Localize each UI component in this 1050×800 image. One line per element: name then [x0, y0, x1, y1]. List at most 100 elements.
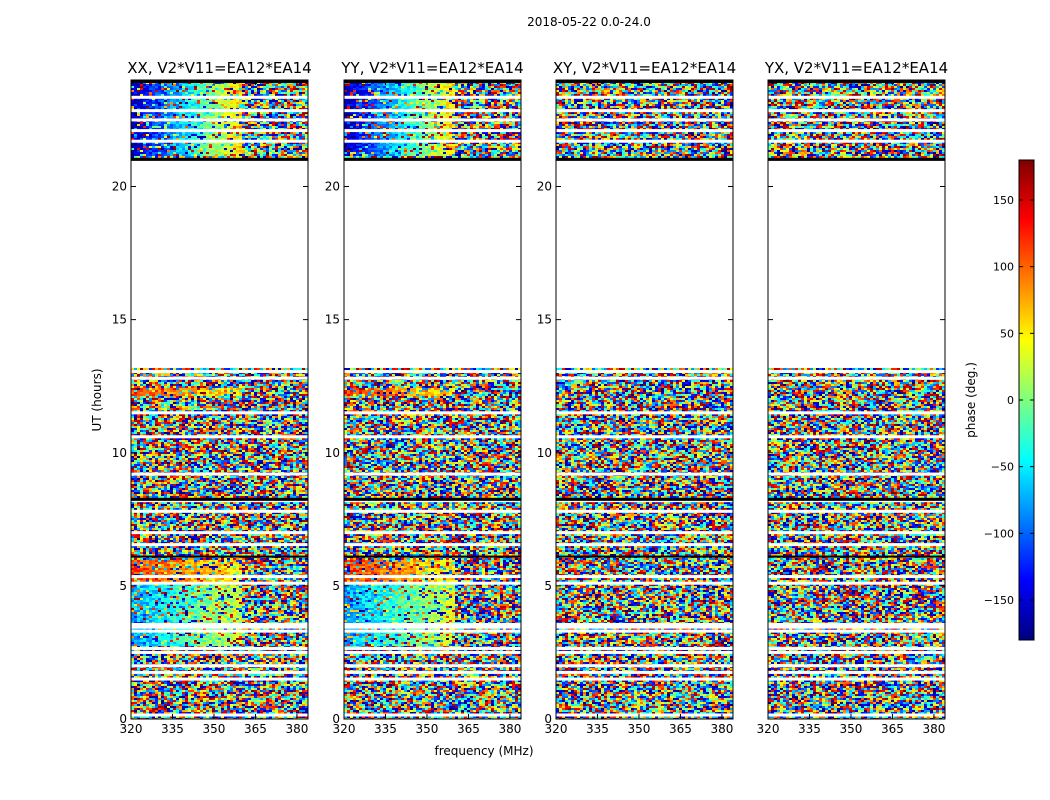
flagged-row — [131, 677, 308, 681]
y-axis-label: UT (hours) — [90, 368, 104, 431]
flagged-row — [768, 625, 945, 629]
colorbar-tick-label: 50 — [1000, 327, 1014, 340]
panel-4: YX, V2*V11=EA12*EA14 320 335 350 365 380 — [757, 59, 949, 736]
x-tick-label: 365 — [244, 722, 267, 736]
flagged-row — [344, 531, 521, 535]
panels: XX, V2*V11=EA12*EA14 320 335 350 365 380 0 5 10 1… — [112, 59, 948, 736]
flagged-row — [131, 543, 308, 547]
x-tick-label: 320 — [333, 722, 356, 736]
flagged-row — [556, 435, 733, 439]
dark-row — [556, 80, 733, 83]
flagged-row — [344, 622, 521, 626]
phase-image — [768, 80, 945, 719]
x-tick-label: 365 — [669, 722, 692, 736]
flagged-row — [131, 670, 308, 674]
y-tick-label: 10 — [325, 446, 340, 460]
flagged-row — [344, 472, 521, 476]
y-tick-label: 20 — [325, 180, 340, 194]
flagged-row — [344, 370, 521, 374]
flagged-row — [344, 139, 521, 143]
flagged-row — [131, 376, 308, 380]
flagged-row — [344, 95, 521, 99]
x-tick-label: 365 — [457, 722, 480, 736]
flagged-row — [556, 411, 733, 415]
flagged-row — [768, 370, 945, 374]
colorbar-tick-label: −150 — [984, 594, 1014, 607]
phase-image — [131, 80, 308, 719]
x-tick-label: 350 — [840, 722, 863, 736]
flagged-row — [344, 713, 521, 717]
flagged-row — [768, 650, 945, 654]
flagged-row — [768, 472, 945, 476]
dark-row — [131, 555, 308, 558]
colorbar-tick-label: −100 — [984, 527, 1014, 540]
x-tick-label: 335 — [161, 722, 184, 736]
x-axis-label: frequency (MHz) — [434, 744, 533, 758]
colorbar-label: phase (deg.) — [964, 362, 978, 438]
flagged-row — [344, 646, 521, 650]
flagged-row — [556, 713, 733, 717]
colorbar: −150 −100 −50 0 50 100 150 — [984, 159, 1035, 641]
flagged-row — [556, 376, 733, 380]
flagged-row — [768, 581, 945, 585]
dark-row — [768, 555, 945, 558]
flagged-row — [556, 370, 733, 374]
flagged-row — [768, 670, 945, 674]
flagged-row — [344, 629, 521, 633]
y-tick-label: 10 — [112, 446, 127, 460]
y-tick-label: 0 — [119, 712, 127, 726]
dark-row — [131, 80, 308, 83]
dark-row — [131, 157, 308, 161]
colorbar-tick-label: 150 — [993, 194, 1014, 207]
panel-title: XY, V2*V11=EA12*EA14 — [553, 59, 736, 77]
x-tick-label: 365 — [881, 722, 904, 736]
flagged-row — [556, 670, 733, 674]
flagged-row — [131, 625, 308, 629]
flagged-row — [768, 376, 945, 380]
flagged-row — [344, 625, 521, 629]
y-tick-label: 15 — [537, 313, 552, 327]
flagged-row — [768, 95, 945, 99]
flagged-row — [556, 677, 733, 681]
flagged-row — [344, 575, 521, 579]
flagged-row — [131, 646, 308, 650]
x-tick-label: 350 — [416, 722, 439, 736]
flagged-row — [344, 677, 521, 681]
flagged-row — [768, 664, 945, 668]
flagged-row — [344, 670, 521, 674]
flagged-row — [344, 650, 521, 654]
flagged-row — [131, 129, 308, 133]
flagged-row — [768, 129, 945, 133]
flagged-row — [344, 509, 521, 513]
dark-row — [131, 497, 308, 501]
x-tick-label: 350 — [628, 722, 651, 736]
colorbar-tick-label: 100 — [993, 261, 1014, 274]
dark-row — [768, 80, 945, 83]
flagged-row — [131, 650, 308, 654]
dark-row — [556, 157, 733, 161]
flagged-row — [344, 411, 521, 415]
flagged-row — [344, 581, 521, 585]
flagged-row — [768, 509, 945, 513]
flagged-row — [131, 713, 308, 717]
flagged-row — [344, 376, 521, 380]
panel-frame — [130, 79, 309, 720]
flagged-row — [556, 622, 733, 626]
panel-frame — [555, 79, 734, 720]
dark-row — [344, 157, 521, 161]
flagged-row — [131, 629, 308, 633]
panel-frame — [767, 79, 946, 720]
flagged-row — [556, 543, 733, 547]
panel-frame — [343, 79, 522, 720]
y-tick-label: 5 — [332, 579, 340, 593]
figure-title: 2018-05-22 0.0-24.0 — [527, 15, 651, 29]
flagged-row — [131, 575, 308, 579]
y-tick-label: 10 — [537, 446, 552, 460]
y-tick-label: 20 — [112, 180, 127, 194]
panel-title: XX, V2*V11=EA12*EA14 — [127, 59, 311, 77]
flagged-row — [768, 622, 945, 626]
flagged-row — [131, 411, 308, 415]
y-tick-label: 0 — [544, 712, 552, 726]
flagged-row — [556, 650, 733, 654]
